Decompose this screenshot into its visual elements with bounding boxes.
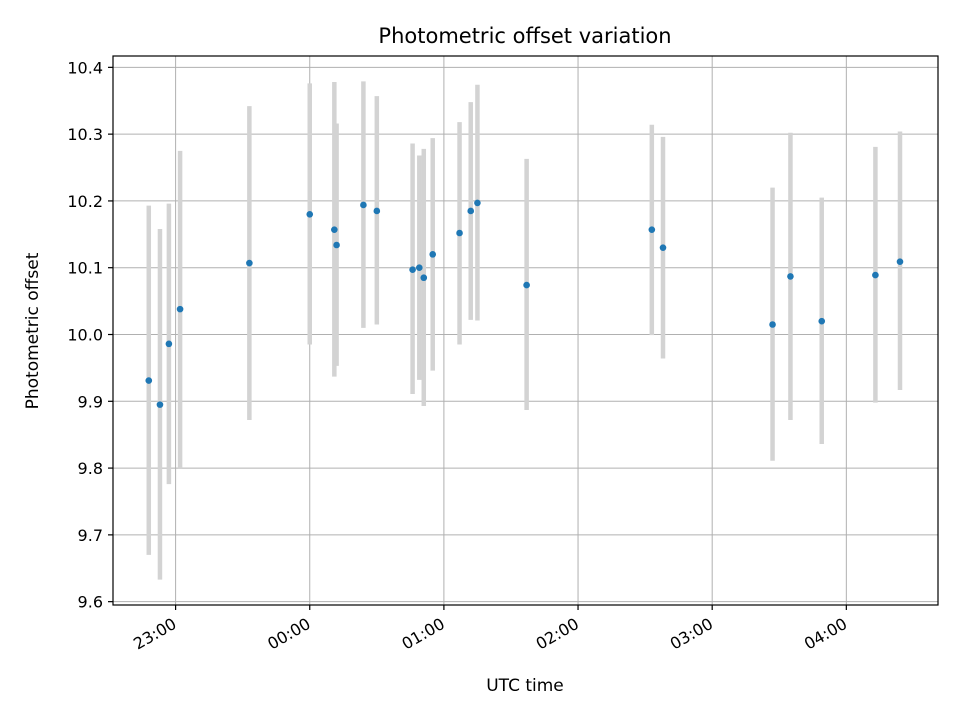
data-point <box>416 264 423 272</box>
data-point <box>818 317 826 325</box>
y-tick-label: 10.2 <box>67 192 103 211</box>
y-tick-label: 10.4 <box>67 58 103 77</box>
data-point <box>409 266 416 274</box>
plot-frame <box>112 55 939 606</box>
data-point <box>331 226 338 233</box>
data-point <box>467 207 475 215</box>
x-axis-title: UTC time <box>486 676 564 696</box>
y-tick-label: 10.1 <box>67 259 103 278</box>
data-point <box>373 207 381 215</box>
data-point <box>523 281 530 289</box>
y-tick-label: 10.0 <box>67 326 103 345</box>
y-tick-label: 9.7 <box>78 526 103 545</box>
y-tick-label: 9.6 <box>78 593 103 612</box>
data-points <box>145 199 904 408</box>
data-point <box>420 274 428 282</box>
data-point <box>769 321 776 328</box>
data-point <box>474 199 481 207</box>
data-point <box>333 241 340 249</box>
data-point <box>306 210 314 218</box>
y-axis-title: Photometric offset <box>23 252 43 409</box>
data-point <box>872 271 879 279</box>
data-point <box>429 251 437 258</box>
data-point <box>896 258 904 266</box>
data-point <box>659 244 667 251</box>
data-point <box>648 226 656 233</box>
data-point <box>246 259 253 267</box>
data-point <box>145 377 153 384</box>
data-point <box>787 273 794 280</box>
data-point <box>176 305 184 313</box>
y-tick-label: 10.3 <box>67 125 103 144</box>
y-tick-label: 9.9 <box>78 392 103 411</box>
data-point <box>156 401 164 408</box>
data-point <box>456 229 463 237</box>
data-point <box>360 201 367 209</box>
data-point <box>165 340 173 348</box>
chart-title: Photometric offset variation <box>378 24 671 48</box>
y-tick-label: 9.8 <box>78 459 103 478</box>
